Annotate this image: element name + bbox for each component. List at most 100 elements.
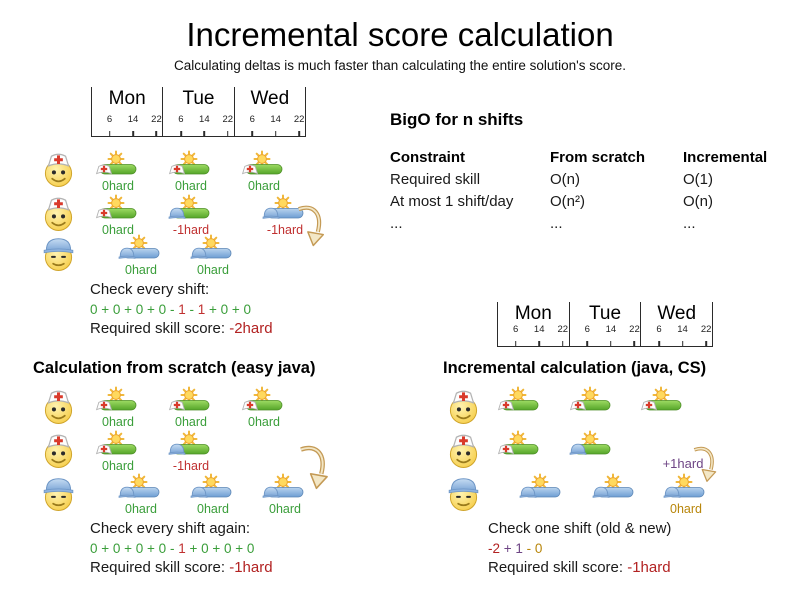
hour-label: 6 bbox=[513, 324, 519, 335]
bigo-cell: O(n) bbox=[550, 171, 580, 188]
day-label: Tue bbox=[182, 88, 215, 109]
shift-score-label: 0hard bbox=[125, 263, 157, 277]
shift-green-nurse: 0hard bbox=[242, 388, 286, 429]
shift-green-nurse: 0hard bbox=[169, 388, 213, 429]
check-title: Check one shift (old & new) bbox=[488, 520, 672, 537]
hour-label: 14 bbox=[605, 324, 617, 335]
bigo-cell: ... bbox=[683, 215, 696, 232]
bigo-table: Constraint From scratch Incremental Requ… bbox=[390, 147, 800, 235]
day-label: Mon bbox=[108, 88, 146, 109]
hour-label: 6 bbox=[584, 324, 590, 335]
timeline-left: Mon 6 14 22 Tue 6 14 22 Wed 6 14 22 bbox=[91, 87, 306, 137]
page-subtitle: Calculating deltas is much faster than c… bbox=[173, 58, 627, 73]
shift-blue: 0hard bbox=[191, 236, 235, 277]
hour-tick bbox=[586, 341, 589, 346]
hour-tick bbox=[251, 131, 254, 136]
day-label: Tue bbox=[588, 303, 622, 324]
shift-score-label: -1hard bbox=[266, 223, 304, 237]
score-sum-line: 0 + 0 + 0 + 0 - 1 + 0 + 0 + 0 bbox=[90, 541, 255, 556]
nurse-face-icon bbox=[42, 432, 75, 469]
hour-label: 14 bbox=[199, 114, 210, 125]
move-arrow-icon bbox=[692, 441, 718, 487]
shift-score-label: 0hard bbox=[670, 502, 702, 516]
bigo-cell: ... bbox=[390, 215, 403, 232]
nurse-face-icon bbox=[447, 388, 480, 425]
hour-tick bbox=[633, 341, 636, 346]
shift-blue: 0hard bbox=[119, 475, 163, 516]
shift-green-nurse: 0hard bbox=[96, 152, 140, 193]
shift-score-label: -1hard bbox=[172, 459, 210, 473]
shift-score-label: 0hard bbox=[197, 502, 229, 516]
score-value: -2hard bbox=[229, 320, 273, 337]
shift-score-label: 0hard bbox=[102, 179, 134, 193]
shift-green-nurse bbox=[570, 388, 614, 414]
shift-score-label: 0hard bbox=[197, 263, 229, 277]
shift-blue: 0hard bbox=[119, 236, 163, 277]
bigo-section: BigO for n shifts Constraint From scratc… bbox=[390, 110, 800, 235]
nurse-face-icon bbox=[42, 151, 75, 188]
bigo-cell: At most 1 shift/day bbox=[390, 193, 514, 210]
shift-blue bbox=[520, 475, 564, 501]
move-arrow-icon bbox=[298, 443, 330, 491]
shift-blue bbox=[593, 475, 637, 501]
hour-tick bbox=[155, 131, 158, 136]
nurse-face-icon bbox=[447, 432, 480, 469]
hour-tick bbox=[298, 131, 300, 136]
nurse-face-icon bbox=[42, 195, 75, 232]
shift-blue: 0hard bbox=[191, 475, 235, 516]
hour-tick bbox=[274, 131, 277, 136]
shift-green-nurse: 0hard bbox=[96, 388, 140, 429]
shift-green-nurse bbox=[498, 388, 542, 414]
shift-green-nurse bbox=[498, 432, 542, 458]
shift-score-label: 0hard bbox=[248, 415, 280, 429]
incremental-schedule-diagram: +1hard 0hard bbox=[445, 385, 775, 517]
shift-score-label: 0hard bbox=[248, 179, 280, 193]
hour-label: 14 bbox=[270, 114, 281, 125]
day-label: Wed bbox=[250, 88, 290, 109]
worker-face-icon bbox=[43, 477, 74, 512]
bigo-heading: BigO for n shifts bbox=[390, 110, 524, 129]
hour-label: 6 bbox=[249, 114, 255, 125]
hour-tick bbox=[132, 131, 134, 136]
score-value: -1hard bbox=[627, 559, 671, 576]
hour-label: 14 bbox=[533, 324, 545, 335]
score-line: Required skill score: -2hard bbox=[90, 320, 273, 337]
timeline-day-mon: Mon 6 14 22 bbox=[497, 302, 569, 347]
bigo-col-header: Constraint bbox=[390, 149, 465, 166]
bigo-cell: ... bbox=[550, 215, 563, 232]
hour-tick bbox=[227, 131, 229, 136]
shift-score-label: 0hard bbox=[175, 179, 207, 193]
hour-tick bbox=[681, 341, 684, 346]
shift-green-nurse: 0hard bbox=[169, 152, 213, 193]
initial-check-block: Check every shift: 0 + 0 + 0 + 0 - 1 - 1… bbox=[90, 280, 273, 339]
shift-green-bluecap bbox=[570, 432, 614, 458]
delta-score-label: +1hard bbox=[662, 456, 704, 471]
timeline-day-wed: Wed 6 14 22 bbox=[640, 302, 714, 347]
shift-green-bluecap: -1hard bbox=[169, 432, 213, 473]
timeline-day-tue: Tue 6 14 22 bbox=[162, 87, 234, 137]
score-value: -1hard bbox=[229, 559, 273, 576]
check-title: Check every shift again: bbox=[90, 520, 251, 537]
shift-score-label: 0hard bbox=[175, 415, 207, 429]
bigo-cell: Required skill bbox=[390, 171, 481, 188]
bigo-col-header: Incremental bbox=[683, 149, 768, 166]
hour-label: 6 bbox=[178, 114, 184, 125]
hour-tick bbox=[658, 341, 660, 346]
hour-tick bbox=[180, 131, 182, 136]
shift-score-label: 0hard bbox=[269, 502, 301, 516]
timeline-day-tue: Tue 6 14 22 bbox=[568, 302, 641, 347]
worker-face-icon bbox=[43, 237, 74, 272]
timeline-right: Mon 6 14 22 Tue 6 14 22 Wed 6 14 22 bbox=[497, 302, 714, 347]
hour-label: 14 bbox=[677, 324, 688, 335]
hour-tick bbox=[610, 341, 612, 346]
hour-tick bbox=[561, 341, 564, 346]
shift-blue-moving: -1hard bbox=[263, 196, 307, 237]
incremental-heading: Incremental calculation (java, CS) bbox=[443, 359, 707, 377]
scratch-schedule-diagram: 0hard 0hard 0hard 0hard -1hard 0hard 0ha… bbox=[40, 385, 350, 517]
hour-label: 22 bbox=[557, 324, 569, 335]
timeline-day-mon: Mon 6 14 22 bbox=[91, 87, 163, 137]
shift-score-label: -1hard bbox=[172, 223, 210, 237]
hour-label: 6 bbox=[656, 324, 662, 335]
shift-green-bluecap: -1hard bbox=[169, 196, 213, 237]
hour-tick bbox=[538, 341, 541, 346]
